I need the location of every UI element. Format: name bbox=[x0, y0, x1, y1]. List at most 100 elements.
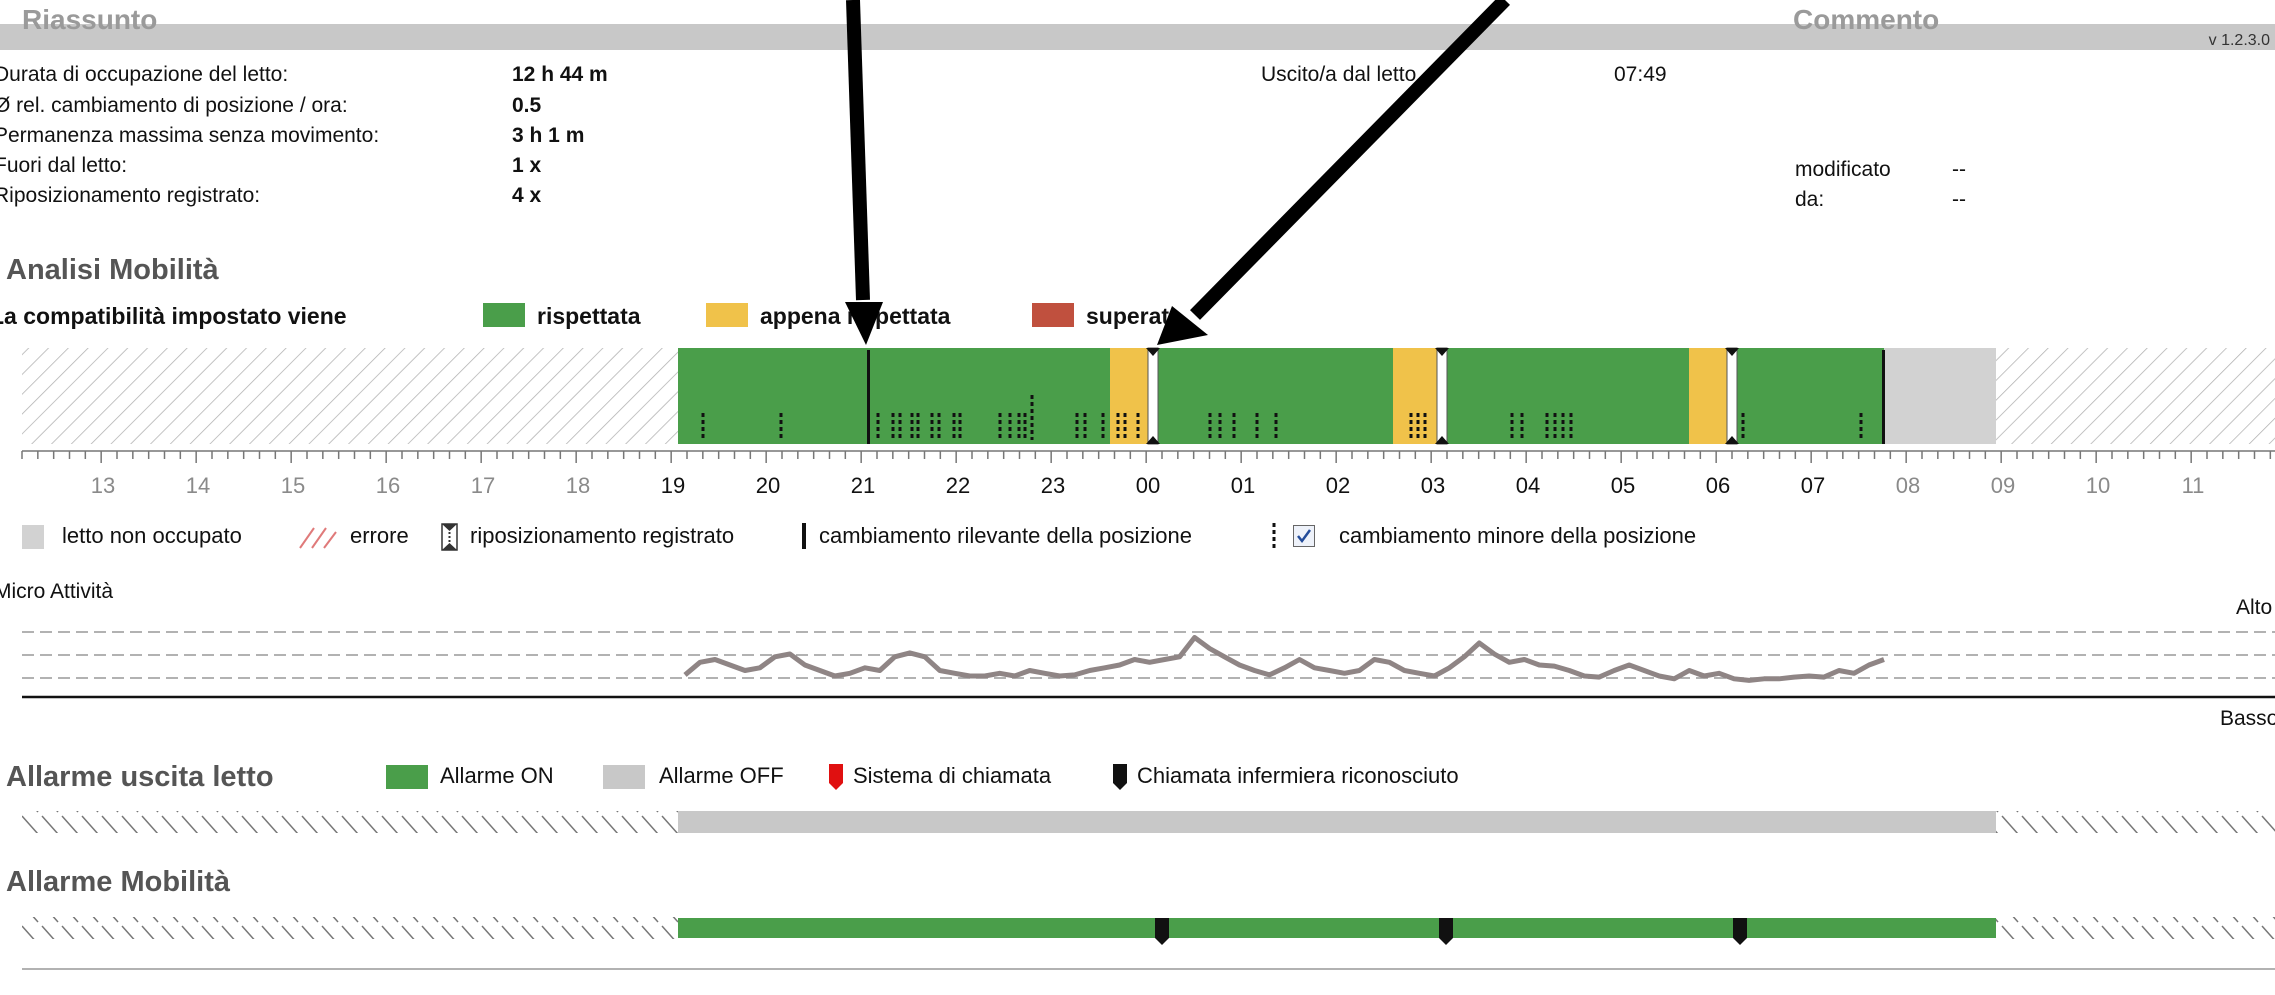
axis-hour-label: 02 bbox=[1326, 473, 1350, 498]
alarm-on-label: Allarme ON bbox=[440, 763, 554, 788]
summary-header-bar bbox=[0, 24, 2275, 50]
axis-hour-label: 11 bbox=[2182, 473, 2205, 498]
comment-title: Commento bbox=[1793, 4, 1940, 35]
axis-hour-label: 01 bbox=[1231, 473, 1255, 498]
bed-exit-error-right bbox=[1996, 811, 2275, 833]
stat-value-max-still: 3 h 1 m bbox=[512, 124, 585, 147]
axis-hour-label: 05 bbox=[1611, 473, 1635, 498]
mobility-alarm-heading: Allarme Mobilità bbox=[6, 866, 230, 898]
legend-major: cambiamento rilevante della posizione bbox=[819, 523, 1192, 548]
legend-unoccupied: letto non occupato bbox=[62, 523, 242, 548]
timeline-error-left bbox=[22, 348, 678, 444]
stat-value-duration: 12 h 44 m bbox=[512, 63, 608, 86]
summary-title: Riassunto bbox=[22, 4, 158, 35]
unoccupied-swatch bbox=[22, 525, 44, 549]
legend-swatch-barely bbox=[706, 303, 748, 327]
micro-high-label: Alto bbox=[2236, 596, 2273, 619]
axis-hour-label: 21 bbox=[851, 473, 875, 498]
axis-hour-label: 08 bbox=[1896, 473, 1920, 498]
stat-label-max-still: Permanenza massima senza movimento: bbox=[0, 124, 380, 147]
nurse-ack-marker bbox=[1733, 918, 1747, 945]
reposition-marker bbox=[1725, 436, 1739, 444]
timeline-segment-barely bbox=[1393, 348, 1437, 444]
major-change-marker bbox=[1882, 350, 1885, 444]
axis-hour-label: 15 bbox=[281, 473, 305, 498]
stat-label-position-change: Ø rel. cambiamento di posizione / ora: bbox=[0, 94, 348, 117]
stat-value-out-of-bed: 1 x bbox=[512, 154, 542, 177]
compat-label: La compatibilità impostato viene bbox=[0, 303, 347, 329]
nurse-ack-marker bbox=[1439, 918, 1453, 945]
legend-swatch-exceeded bbox=[1032, 303, 1074, 327]
bed-exit-error-left bbox=[22, 811, 678, 833]
alarm-off-label: Allarme OFF bbox=[659, 763, 784, 788]
modified-by-value: -- bbox=[1952, 188, 1966, 211]
axis-hour-label: 10 bbox=[2086, 473, 2110, 498]
axis-hour-label: 13 bbox=[91, 473, 115, 498]
axis-hour-label: 04 bbox=[1516, 473, 1540, 498]
axis-hour-label: 18 bbox=[566, 473, 590, 498]
modified-by-label: da: bbox=[1795, 188, 1825, 211]
legend-reposition: riposizionamento registrato bbox=[470, 523, 735, 548]
reposition-marker bbox=[1146, 436, 1160, 444]
left-bed-label: Uscito/a dal letto bbox=[1261, 63, 1417, 86]
axis-hour-label: 00 bbox=[1136, 473, 1160, 498]
reposition-icon bbox=[441, 523, 458, 551]
reposition-marker bbox=[1146, 348, 1160, 356]
reposition-marker bbox=[1435, 436, 1449, 444]
timeline-segment-unoccupied bbox=[1884, 348, 1996, 444]
timeline-segment-respected bbox=[1153, 348, 1393, 444]
stat-value-reposition: 4 x bbox=[512, 184, 542, 207]
alarm-on-swatch bbox=[386, 765, 428, 789]
legend-label-respected: rispettata bbox=[537, 303, 641, 329]
alarm-off-swatch bbox=[603, 765, 645, 789]
legend-minor: cambiamento minore della posizione bbox=[1339, 523, 1697, 548]
mobility-alarm-on-bar bbox=[678, 918, 1996, 938]
arrow-head-icon bbox=[845, 302, 883, 345]
major-change-marker bbox=[867, 350, 870, 444]
stat-label-duration: Durata di occupazione del letto: bbox=[0, 63, 289, 86]
nurse-call-icon bbox=[829, 764, 843, 790]
error-icon bbox=[299, 527, 337, 549]
modified-label: modificato bbox=[1795, 158, 1891, 181]
checkmark-icon bbox=[1297, 529, 1312, 544]
micro-activity-title: Micro Attività bbox=[0, 580, 114, 603]
axis-hour-label: 17 bbox=[471, 473, 495, 498]
micro-low-label: Basso bbox=[2220, 707, 2275, 730]
mobility-heading: Analisi Mobilità bbox=[6, 254, 219, 286]
timeline-segment-barely bbox=[1689, 348, 1732, 444]
axis-hour-label: 07 bbox=[1801, 473, 1825, 498]
annotation-arrow bbox=[1190, 0, 1510, 320]
minor-change-checkbox[interactable] bbox=[1293, 525, 1315, 547]
reposition-marker bbox=[1725, 348, 1739, 356]
nurse-ack-marker bbox=[1155, 918, 1169, 945]
arrow-head-icon bbox=[1157, 306, 1208, 345]
micro-activity-line bbox=[683, 635, 1885, 683]
stat-label-out-of-bed: Fuori dal letto: bbox=[0, 154, 128, 177]
stat-label-reposition: Riposizionamento registrato: bbox=[0, 184, 261, 207]
timeline-segment-respected bbox=[1732, 348, 1884, 444]
legend-swatch-respected bbox=[483, 303, 525, 327]
axis-hour-label: 09 bbox=[1991, 473, 2015, 498]
timeline-error-right bbox=[1996, 348, 2275, 444]
minor-change-icon bbox=[1272, 523, 1276, 549]
reposition-marker bbox=[1435, 348, 1449, 356]
axis-hour-label: 19 bbox=[661, 473, 685, 498]
axis-hour-label: 16 bbox=[376, 473, 400, 498]
stat-value-position-change: 0.5 bbox=[512, 94, 542, 117]
nurse-ack-icon bbox=[1113, 764, 1127, 790]
major-change-icon bbox=[802, 523, 806, 549]
axis-hour-label: 14 bbox=[186, 473, 210, 498]
nurse-ack-label: Chiamata infermiera riconosciuto bbox=[1137, 763, 1459, 788]
axis-hour-label: 06 bbox=[1706, 473, 1730, 498]
mobility-alarm-error-left bbox=[22, 917, 678, 939]
modified-value: -- bbox=[1952, 158, 1966, 181]
nurse-call-label: Sistema di chiamata bbox=[853, 763, 1052, 788]
axis-hour-label: 23 bbox=[1041, 473, 1065, 498]
axis-hour-label: 20 bbox=[756, 473, 780, 498]
bed-exit-heading: Allarme uscita letto bbox=[6, 761, 274, 793]
